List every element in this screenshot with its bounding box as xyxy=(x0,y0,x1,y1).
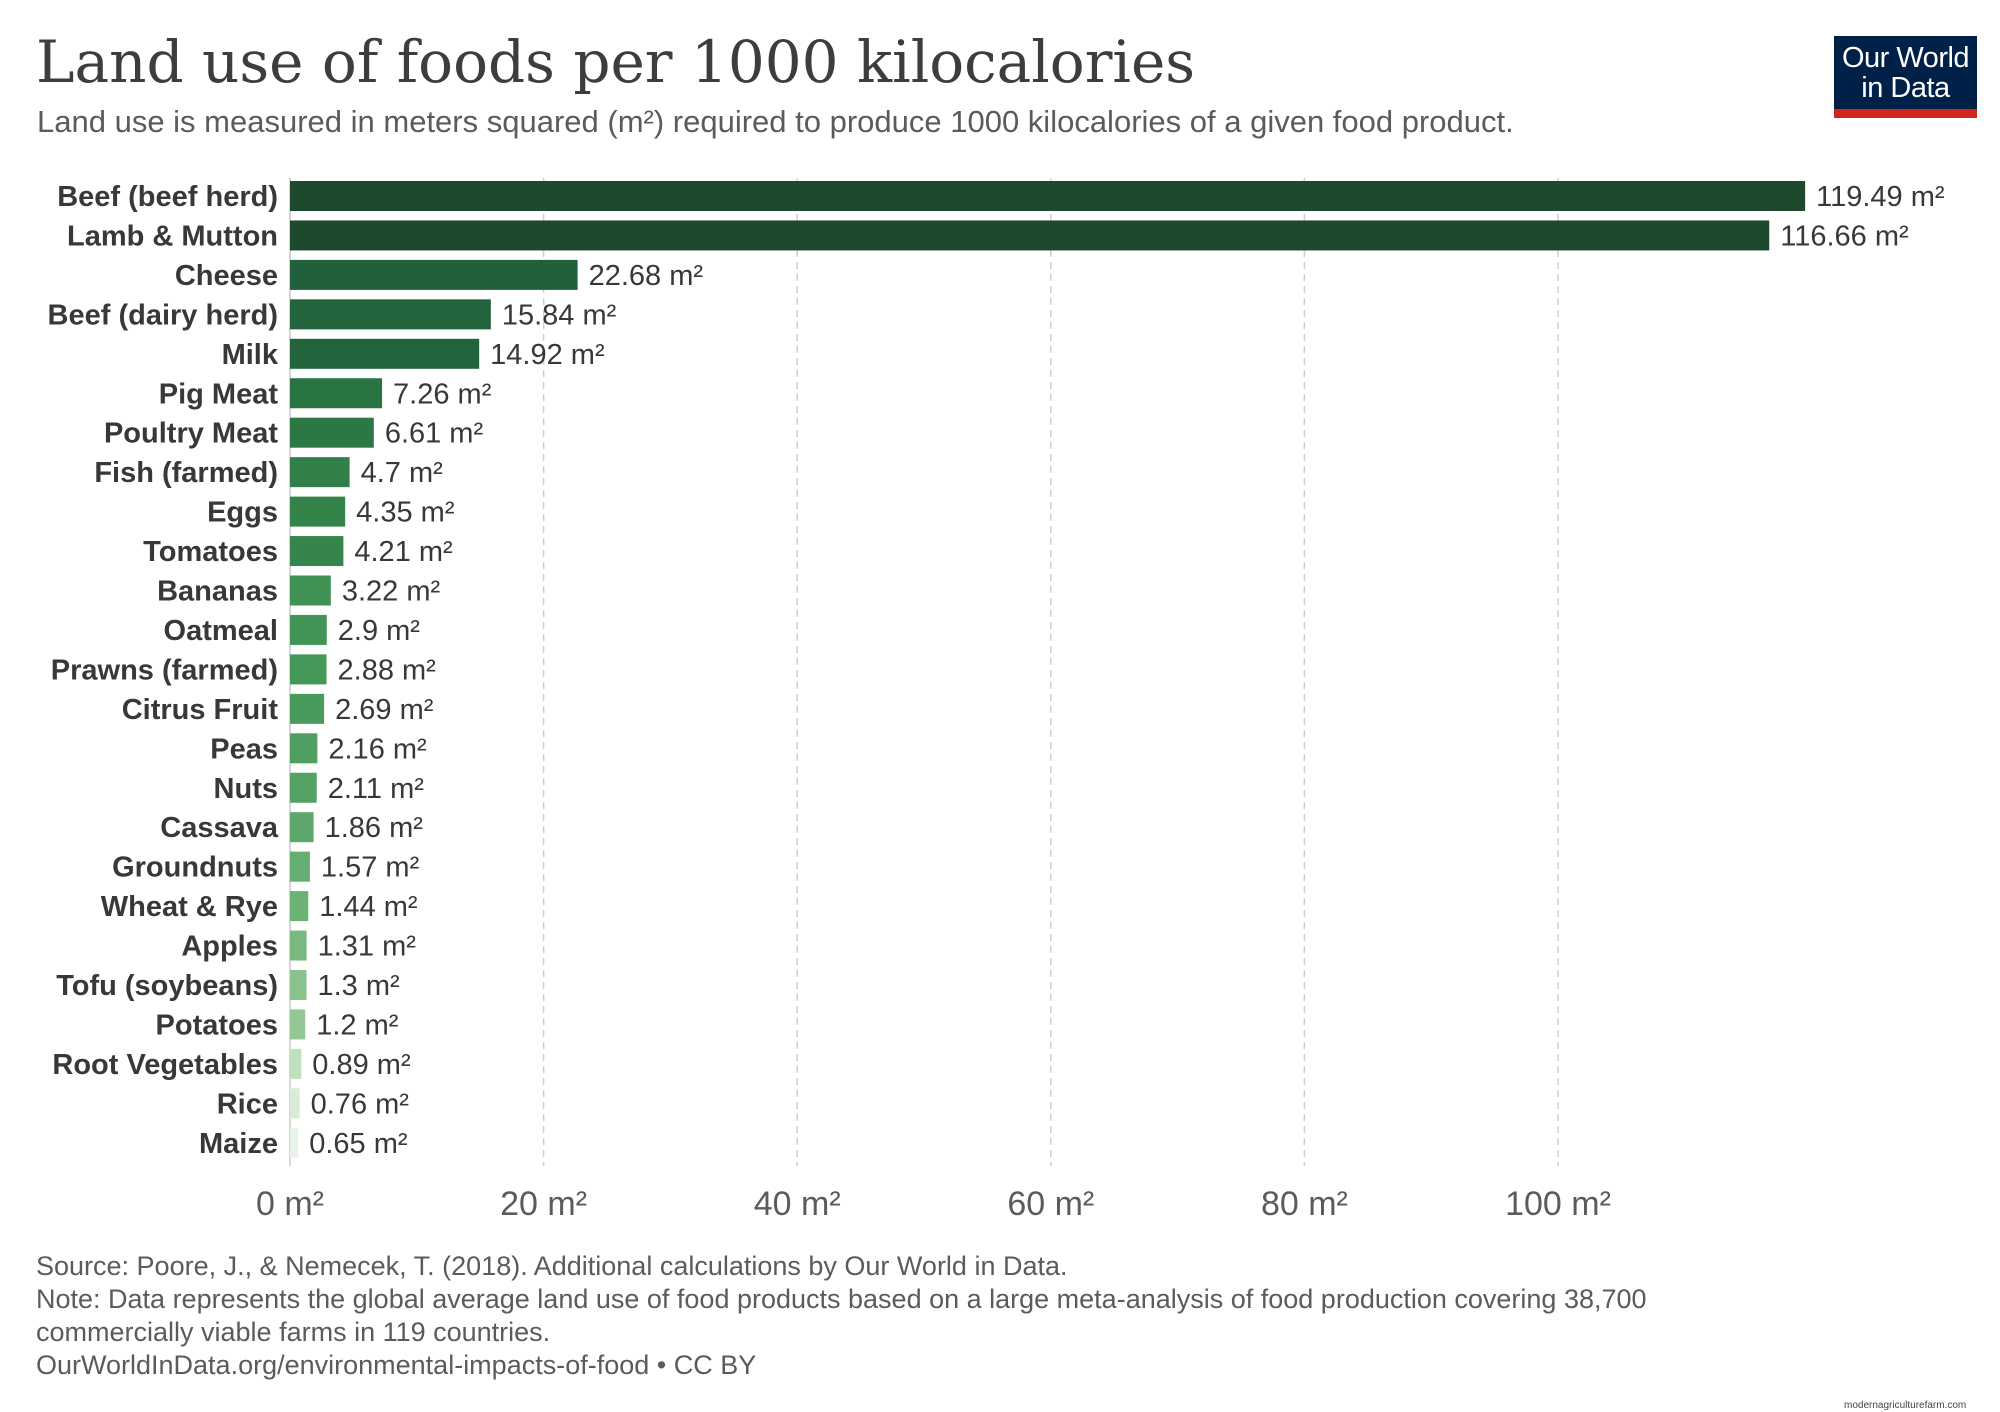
x-tick-label-80: 80 m² xyxy=(1261,1185,1348,1223)
value-label-7: 4.7 m² xyxy=(361,457,444,489)
value-label-19: 1.31 m² xyxy=(318,931,417,963)
value-label-5: 7.26 m² xyxy=(393,378,492,410)
value-label-23: 0.76 m² xyxy=(311,1088,410,1120)
category-label-9: Tomatoes xyxy=(143,536,278,568)
value-label-2: 22.68 m² xyxy=(589,260,704,292)
category-label-10: Bananas xyxy=(157,576,278,608)
bar-19[interactable] xyxy=(290,930,307,961)
bar-16[interactable] xyxy=(290,812,314,843)
source-text: Source: Poore, J., & Nemecek, T. (2018).… xyxy=(36,1251,1068,1281)
category-label-20: Tofu (soybeans) xyxy=(56,970,278,1002)
chart-footer: Source: Poore, J., & Nemecek, T. (2018).… xyxy=(36,1250,1936,1382)
bar-1[interactable] xyxy=(290,220,1770,251)
value-labels: 119.49 m² 116.66 m² 22.68 m² 15.84 m² 14.92 … xyxy=(309,181,1945,1160)
value-label-17: 1.57 m² xyxy=(321,852,420,884)
value-label-1: 116.66 m² xyxy=(1780,220,1909,252)
watermark: modernagriculturefarm.com xyxy=(1844,1400,1967,1411)
bar-0[interactable] xyxy=(290,181,1806,211)
bar-6[interactable] xyxy=(290,417,374,448)
note-text: Note: Data represents the global average… xyxy=(36,1284,1647,1347)
bar-4[interactable] xyxy=(290,338,480,369)
chart-subtitle: Land use is measured in meters squared (… xyxy=(37,104,1514,139)
bar-3[interactable] xyxy=(290,299,491,330)
category-label-23: Rice xyxy=(217,1088,278,1120)
value-label-8: 4.35 m² xyxy=(356,497,455,529)
value-label-10: 3.22 m² xyxy=(342,576,441,608)
value-label-18: 1.44 m² xyxy=(319,891,418,923)
value-label-22: 0.89 m² xyxy=(312,1049,411,1081)
bar-23[interactable] xyxy=(290,1088,300,1119)
bar-5[interactable] xyxy=(290,378,383,409)
category-label-8: Eggs xyxy=(207,497,278,529)
value-label-14: 2.16 m² xyxy=(328,733,427,765)
bar-13[interactable] xyxy=(290,693,325,724)
source-url[interactable]: OurWorldInData.org/environmental-impacts… xyxy=(36,1350,757,1380)
logo-line-2: in Data xyxy=(1861,72,1950,104)
category-label-13: Citrus Fruit xyxy=(122,694,279,726)
value-label-9: 4.21 m² xyxy=(354,536,453,568)
value-label-13: 2.69 m² xyxy=(335,694,434,726)
category-label-17: Groundnuts xyxy=(112,852,278,884)
bar-11[interactable] xyxy=(290,614,327,645)
bar-21[interactable] xyxy=(290,1009,306,1040)
bar-7[interactable] xyxy=(290,457,350,488)
bar-2[interactable] xyxy=(290,259,578,290)
bar-14[interactable] xyxy=(290,733,318,764)
bar-9[interactable] xyxy=(290,536,344,567)
value-label-16: 1.86 m² xyxy=(325,812,424,844)
bars xyxy=(290,181,1806,1158)
value-label-11: 2.9 m² xyxy=(338,615,421,647)
bar-18[interactable] xyxy=(290,891,309,922)
category-label-12: Prawns (farmed) xyxy=(51,654,278,686)
bar-15[interactable] xyxy=(290,772,317,803)
category-label-4: Milk xyxy=(222,339,279,371)
chart-title: Land use of foods per 1000 kilocalories xyxy=(36,28,1196,96)
category-label-2: Cheese xyxy=(175,260,278,292)
value-label-21: 1.2 m² xyxy=(316,1009,399,1041)
category-label-19: Apples xyxy=(181,931,278,963)
category-label-3: Beef (dairy herd) xyxy=(48,299,278,331)
value-label-0: 119.49 m² xyxy=(1816,181,1945,213)
value-label-24: 0.65 m² xyxy=(309,1128,408,1160)
value-label-3: 15.84 m² xyxy=(502,299,617,331)
x-tick-label-20: 20 m² xyxy=(500,1185,587,1223)
value-label-4: 14.92 m² xyxy=(490,339,605,371)
bar-22[interactable] xyxy=(290,1048,302,1079)
category-label-24: Maize xyxy=(199,1128,278,1160)
bar-10[interactable] xyxy=(290,575,331,606)
x-tick-label-100: 100 m² xyxy=(1505,1185,1611,1223)
category-label-18: Wheat & Rye xyxy=(101,891,278,923)
category-labels: Beef (beef herd) Lamb & Mutton Cheese Beef … xyxy=(48,181,279,1160)
logo-line-1: Our World xyxy=(1841,42,1970,74)
value-label-15: 2.11 m² xyxy=(328,773,425,805)
x-tick-label-40: 40 m² xyxy=(754,1185,841,1223)
category-label-14: Peas xyxy=(210,733,278,765)
bar-8[interactable] xyxy=(290,496,346,527)
bar-20[interactable] xyxy=(290,970,307,1000)
value-label-12: 2.88 m² xyxy=(338,654,437,686)
value-label-20: 1.3 m² xyxy=(317,970,400,1002)
x-axis-ticks: 0 m² 20 m² 40 m² 60 m² 80 m² 100 m² xyxy=(256,1185,1611,1223)
category-label-0: Beef (beef herd) xyxy=(57,181,278,213)
category-label-7: Fish (farmed) xyxy=(94,457,278,489)
owid-logo[interactable]: Our World in Data xyxy=(1834,36,1977,118)
category-label-22: Root Vegetables xyxy=(52,1049,278,1081)
bar-12[interactable] xyxy=(290,654,327,685)
category-label-1: Lamb & Mutton xyxy=(67,220,278,252)
value-label-6: 6.61 m² xyxy=(385,418,484,450)
bar-17[interactable] xyxy=(290,851,310,882)
bar-24[interactable] xyxy=(290,1127,299,1158)
x-tick-label-60: 60 m² xyxy=(1007,1185,1094,1223)
category-label-6: Poultry Meat xyxy=(104,418,278,450)
category-label-15: Nuts xyxy=(214,773,278,805)
x-tick-label-0: 0 m² xyxy=(256,1185,324,1223)
category-label-16: Cassava xyxy=(160,812,279,844)
category-label-5: Pig Meat xyxy=(159,378,279,410)
category-label-11: Oatmeal xyxy=(164,615,278,647)
category-label-21: Potatoes xyxy=(156,1009,278,1041)
